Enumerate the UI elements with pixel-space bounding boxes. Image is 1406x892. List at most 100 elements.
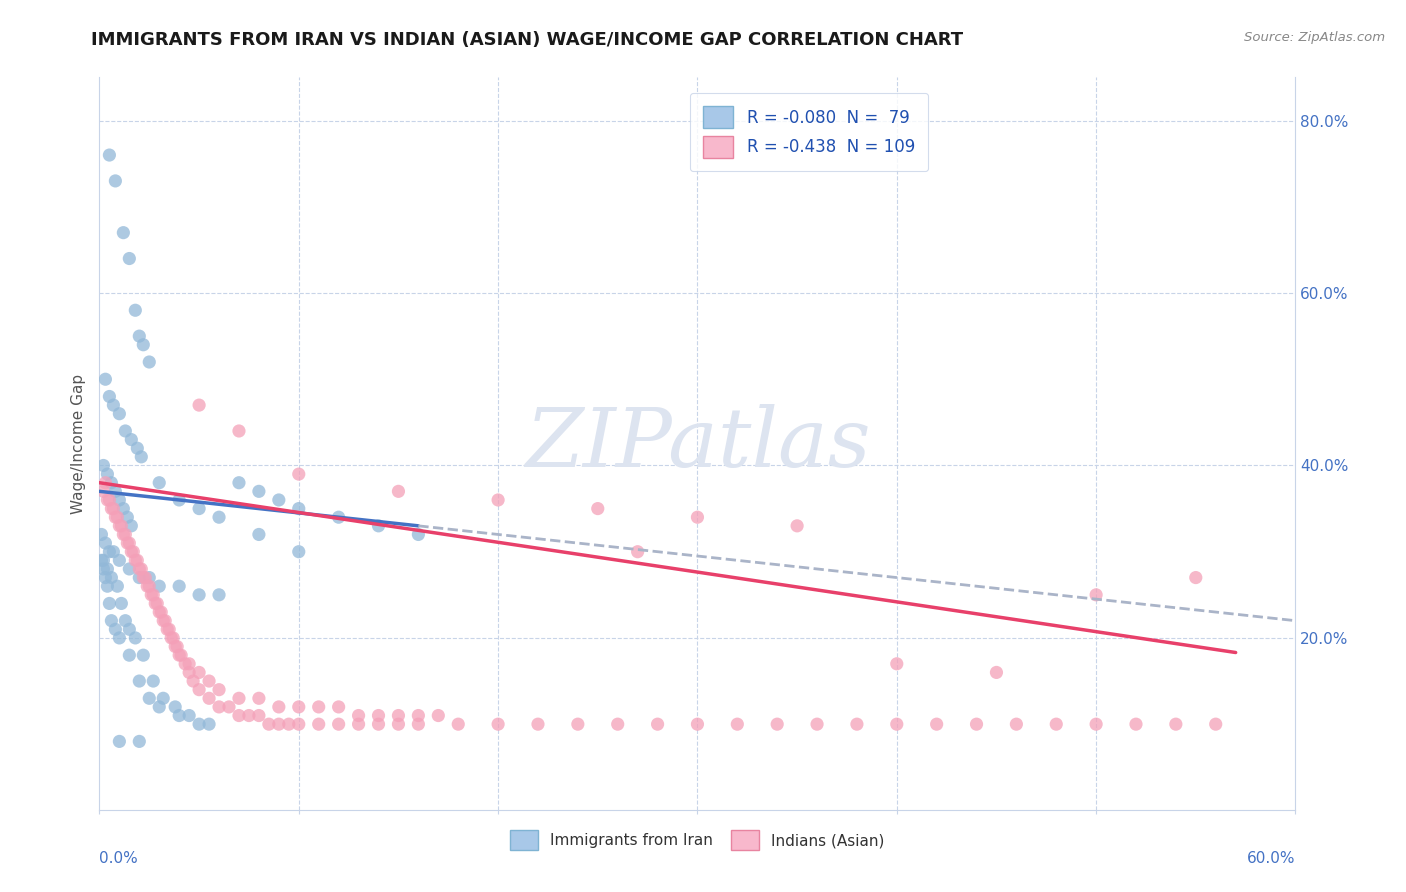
Point [152,614,174,628]
Point [94,571,117,585]
Point [165,640,187,654]
Point [1005,717,1028,731]
Point [247,691,270,706]
Point [108,493,131,508]
Point [766,717,789,731]
Point [118,623,141,637]
Point [586,501,609,516]
Point [96,493,118,508]
Point [408,717,430,731]
Point [198,674,221,689]
Point [228,708,250,723]
Point [228,475,250,490]
Point [117,510,139,524]
Point [128,329,150,343]
Point [93,484,115,499]
Point [238,708,260,723]
Point [132,337,155,351]
Point [174,657,197,671]
Point [94,475,117,490]
Point [148,605,170,619]
Point [90,527,112,541]
Point [1205,717,1227,731]
Point [132,571,155,585]
Text: IMMIGRANTS FROM IRAN VS INDIAN (ASIAN) WAGE/INCOME GAP CORRELATION CHART: IMMIGRANTS FROM IRAN VS INDIAN (ASIAN) W… [91,31,963,49]
Point [146,597,169,611]
Point [114,527,136,541]
Point [148,579,170,593]
Point [387,708,409,723]
Point [128,674,150,689]
Point [267,493,290,508]
Point [686,510,709,524]
Point [167,579,190,593]
Point [100,571,122,585]
Point [567,717,589,731]
Point [114,614,136,628]
Text: ZIPatlas: ZIPatlas [524,404,870,484]
Point [208,588,231,602]
Point [806,717,828,731]
Point [188,717,211,731]
Point [179,657,201,671]
Point [141,588,163,602]
Point [143,597,166,611]
Point [127,553,149,567]
Point [287,700,309,714]
Point [117,536,139,550]
Point [367,708,389,723]
Point [179,665,201,680]
Point [367,717,389,731]
Point [104,510,127,524]
Point [247,708,270,723]
Point [647,717,669,731]
Point [486,493,509,508]
Point [93,562,115,576]
Point [138,355,160,369]
Point [96,467,118,481]
Point [124,303,146,318]
Point [90,553,112,567]
Point [120,519,142,533]
Point [93,458,115,473]
Point [112,226,135,240]
Point [96,562,118,576]
Point [408,527,430,541]
Point [786,519,808,533]
Point [128,571,150,585]
Point [127,441,149,455]
Point [886,717,908,731]
Point [247,484,270,499]
Point [228,691,250,706]
Point [156,623,179,637]
Point [308,700,330,714]
Point [188,665,211,680]
Point [93,553,115,567]
Point [328,717,350,731]
Point [188,588,211,602]
Point [328,700,350,714]
Point [134,571,156,585]
Point [108,407,131,421]
Point [188,682,211,697]
Point [128,734,150,748]
Point [527,717,550,731]
Point [132,648,155,663]
Legend: Immigrants from Iran, Indians (Asian): Immigrants from Iran, Indians (Asian) [503,822,891,858]
Point [103,501,125,516]
Point [447,717,470,731]
Point [606,717,628,731]
Point [387,484,409,499]
Point [287,717,309,731]
Point [247,527,270,541]
Point [98,597,121,611]
Point [112,501,135,516]
Point [108,553,131,567]
Point [108,631,131,645]
Point [160,631,183,645]
Point [129,450,152,464]
Point [257,717,280,731]
Point [188,398,211,412]
Point [367,519,389,533]
Point [208,682,231,697]
